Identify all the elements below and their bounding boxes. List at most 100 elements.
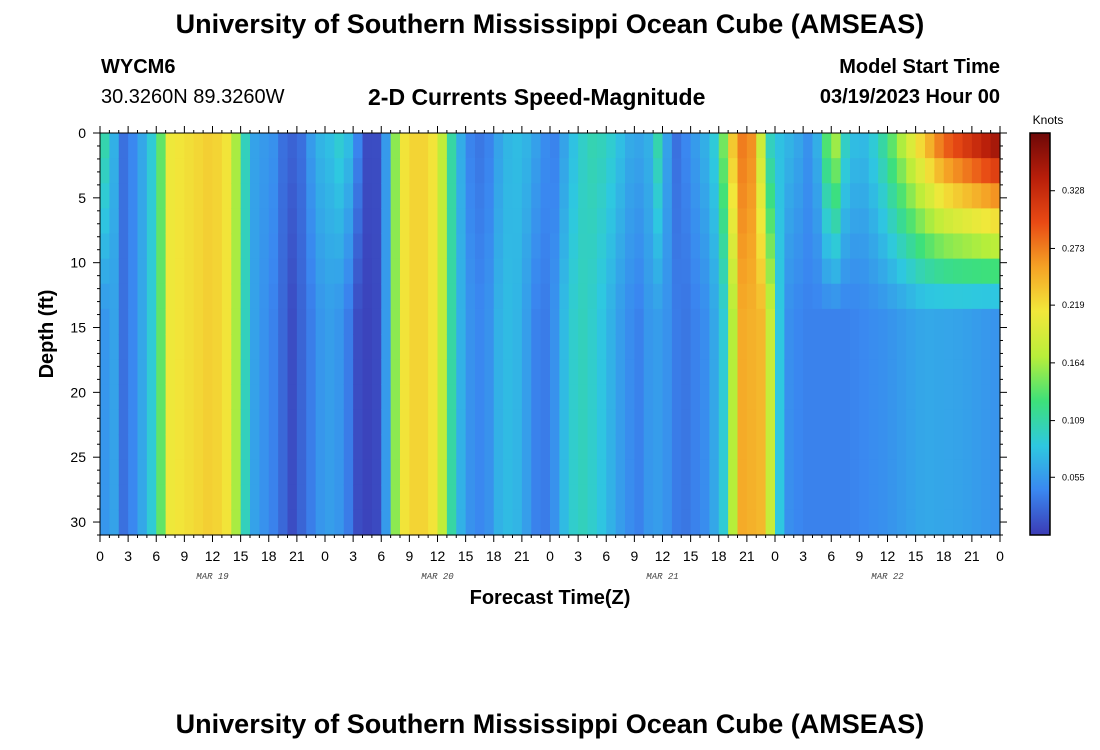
heatmap-cell	[906, 434, 917, 461]
heatmap-cell	[746, 509, 757, 536]
heatmap-cell	[878, 409, 889, 436]
heatmap-cell	[906, 258, 917, 285]
heatmap-cell	[400, 233, 410, 260]
heatmap-cell	[803, 459, 814, 486]
heatmap-cell	[868, 334, 879, 360]
heatmap-cell	[371, 308, 382, 335]
heatmap-cell	[812, 308, 823, 335]
heatmap-cell	[456, 258, 467, 285]
heatmap-cell	[737, 158, 748, 184]
heatmap-cell	[943, 384, 954, 410]
heatmap-cell	[456, 133, 467, 159]
heatmap-cell	[118, 308, 129, 335]
heatmap-cell	[615, 484, 626, 511]
heatmap-cell	[775, 258, 785, 285]
heatmap-cell	[578, 459, 589, 486]
heatmap-cell	[231, 208, 242, 235]
heatmap-cell	[578, 359, 589, 385]
heatmap-cell	[784, 133, 795, 159]
heatmap-cell	[221, 233, 232, 260]
heatmap-cell	[634, 308, 645, 335]
heatmap-cell	[728, 283, 739, 310]
heatmap-cell	[700, 208, 710, 235]
heatmap-cell	[240, 308, 251, 335]
heatmap-cell	[643, 133, 654, 159]
heatmap-cell	[156, 133, 167, 159]
heatmap-cell	[306, 233, 317, 260]
heatmap-cell	[287, 359, 298, 385]
heatmap-cell	[662, 208, 673, 235]
heatmap-cell	[634, 334, 645, 360]
x-tick-label: 21	[289, 548, 305, 564]
heatmap-cell	[568, 409, 579, 436]
heatmap-cell	[653, 409, 664, 436]
heatmap-cell	[362, 308, 373, 335]
heatmap-cell	[503, 334, 514, 360]
heatmap-cell	[550, 233, 560, 260]
heatmap-cell	[100, 384, 110, 410]
heatmap-cell	[100, 409, 110, 436]
heatmap-cell	[475, 283, 485, 310]
heatmap-cell	[596, 308, 607, 335]
heatmap-cell	[203, 183, 214, 209]
heatmap-cell	[371, 459, 382, 486]
heatmap-cell	[540, 133, 551, 159]
heatmap-cell	[353, 484, 364, 511]
heatmap-cell	[118, 409, 129, 436]
heatmap-cell	[362, 509, 373, 536]
heatmap-cell	[137, 283, 148, 310]
heatmap-cell	[625, 133, 635, 159]
heatmap-cell	[746, 459, 757, 486]
heatmap-cell	[634, 384, 645, 410]
heatmap-cell	[268, 459, 279, 486]
heatmap-cell	[278, 283, 289, 310]
heatmap-cell	[643, 409, 654, 436]
heatmap-cell	[446, 308, 457, 335]
heatmap-cell	[690, 283, 701, 310]
heatmap-cell	[165, 258, 176, 285]
heatmap-cell	[409, 484, 420, 511]
heatmap-cell	[709, 459, 720, 486]
heatmap-cell	[550, 283, 560, 310]
heatmap-cell	[934, 409, 945, 436]
heatmap-cell	[381, 233, 392, 260]
heatmap-cell	[456, 334, 467, 360]
heatmap-cell	[671, 208, 682, 235]
heatmap-cell	[934, 484, 945, 511]
heatmap-cell	[362, 208, 373, 235]
heatmap-cell	[390, 158, 401, 184]
heatmap-cell	[793, 434, 804, 461]
product-title: 2-D Currents Speed-Magnitude	[368, 84, 706, 110]
heatmap-cell	[596, 183, 607, 209]
heatmap-cell	[953, 359, 964, 385]
heatmap-cell	[428, 359, 439, 385]
heatmap-cell	[625, 308, 635, 335]
heatmap-cell	[409, 183, 420, 209]
heatmap-cell	[596, 233, 607, 260]
heatmap-cell	[718, 434, 729, 461]
heatmap-cell	[521, 509, 532, 536]
heatmap-cell	[812, 434, 823, 461]
heatmap-cell	[428, 233, 439, 260]
heatmap-cell	[690, 158, 701, 184]
heatmap-cell	[259, 208, 270, 235]
heatmap-cell	[550, 334, 560, 360]
heatmap-cell	[906, 158, 917, 184]
heatmap-cell	[231, 158, 242, 184]
heatmap-cell	[793, 283, 804, 310]
heatmap-cell	[728, 384, 739, 410]
heatmap-cell	[840, 509, 851, 536]
heatmap-cell	[728, 258, 739, 285]
heatmap-cell	[625, 484, 635, 511]
heatmap-cell	[803, 509, 814, 536]
x-tick-label: 6	[377, 548, 385, 564]
heatmap-cell	[428, 158, 439, 184]
heatmap-cell	[840, 258, 851, 285]
heatmap-cell	[296, 334, 307, 360]
heatmap-cell	[521, 409, 532, 436]
heatmap-cell	[765, 384, 776, 410]
heatmap-cell	[746, 233, 757, 260]
heatmap-cell	[156, 409, 167, 436]
heatmap-cell	[109, 158, 120, 184]
heatmap-cell	[146, 509, 157, 536]
